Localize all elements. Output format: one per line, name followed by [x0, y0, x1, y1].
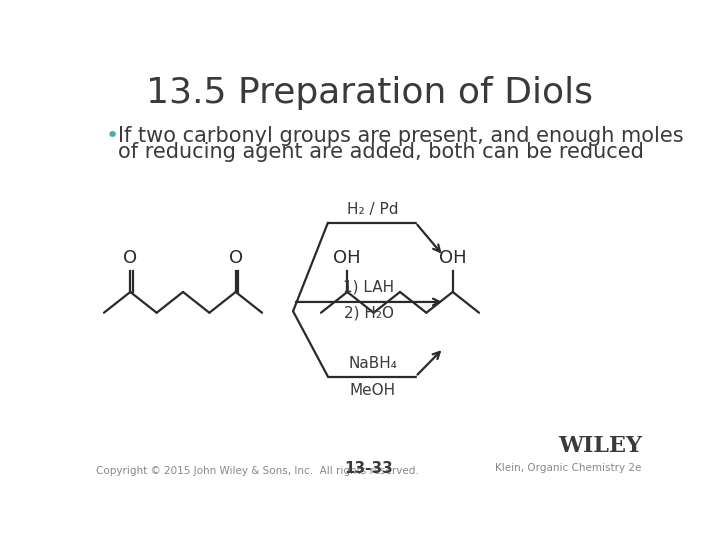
Text: •: •: [106, 126, 119, 146]
Text: NaBH₄: NaBH₄: [348, 356, 397, 372]
Text: 13-33: 13-33: [345, 461, 393, 476]
Text: H₂ / Pd: H₂ / Pd: [347, 202, 399, 217]
Text: OH: OH: [333, 248, 361, 267]
Text: of reducing agent are added, both can be reduced: of reducing agent are added, both can be…: [118, 142, 644, 162]
Text: Copyright © 2015 John Wiley & Sons, Inc.  All rights reserved.: Copyright © 2015 John Wiley & Sons, Inc.…: [96, 466, 419, 476]
Text: 13.5 Preparation of Diols: 13.5 Preparation of Diols: [145, 76, 593, 110]
Text: 1) LAH: 1) LAH: [343, 279, 395, 294]
Text: 2) H₂O: 2) H₂O: [344, 306, 394, 321]
Text: Klein, Organic Chemistry 2e: Klein, Organic Chemistry 2e: [495, 463, 642, 473]
Text: WILEY: WILEY: [558, 435, 642, 457]
Text: O: O: [123, 248, 138, 267]
Text: O: O: [229, 248, 243, 267]
Text: If two carbonyl groups are present, and enough moles: If two carbonyl groups are present, and …: [118, 126, 683, 146]
Text: MeOH: MeOH: [350, 383, 396, 398]
Text: OH: OH: [439, 248, 467, 267]
